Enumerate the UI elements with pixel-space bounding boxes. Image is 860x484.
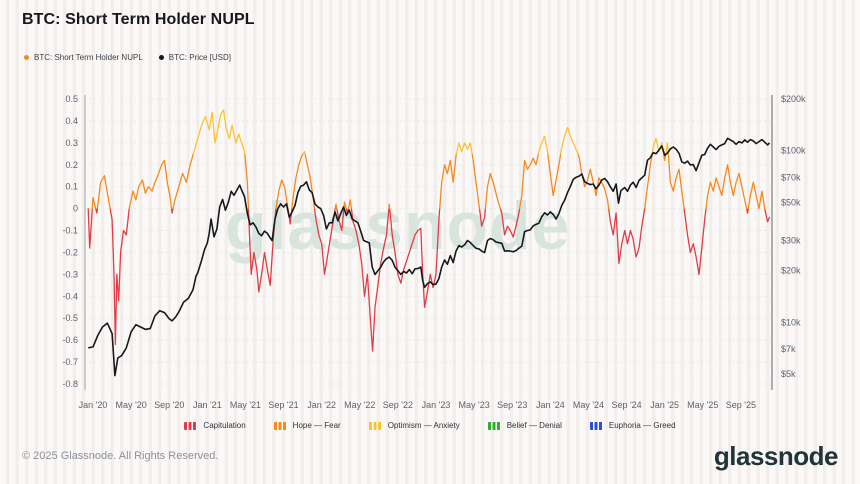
price-series [88, 137, 771, 377]
right-axis-tick-label: $5k [781, 369, 796, 379]
copyright-text: © 2025 Glassnode. All Rights Reserved. [22, 450, 219, 462]
x-axis-tick-label: May '22 [344, 400, 375, 410]
left-axis-tick-label: -0.6 [62, 335, 78, 345]
nupl-series-capitulation [87, 207, 771, 352]
right-axis-tick-label: $200k [781, 94, 806, 104]
x-axis-tick-label: May '25 [687, 400, 718, 410]
zone-swatch-icon [184, 421, 198, 430]
legend-dot-icon [158, 55, 164, 60]
zone-legend-item-0[interactable]: Capitulation [184, 421, 246, 430]
legend-label: BTC: Price [USD] [168, 53, 232, 62]
zone-swatch-icon [589, 421, 603, 430]
nupl-zone-legend: Capitulation Hope — Fear Optimism — Anxiet… [0, 421, 860, 430]
left-axis-tick-label: -0.4 [62, 291, 78, 301]
right-axis-tick-label: $70k [781, 172, 801, 182]
left-axis-tick-label: 0.5 [65, 94, 78, 104]
x-axis-tick-label: Sep '21 [268, 400, 298, 410]
left-axis-tick-label: -0.3 [62, 269, 78, 279]
x-axis-tick-label: Jan '24 [536, 400, 565, 410]
left-axis-tick-label: -0.5 [62, 313, 78, 323]
nupl-series-optimism-anxiety [192, 109, 669, 155]
left-axis-tick-label: 0 [73, 204, 78, 214]
x-axis-tick-label: Sep '25 [726, 400, 756, 410]
x-axis-tick-label: Sep '22 [383, 400, 413, 410]
series-legend: BTC: Short Term Holder NUPL BTC: Price [U… [24, 53, 231, 62]
left-axis-tick-label: 0.4 [65, 116, 78, 126]
legend-dot-icon [24, 55, 29, 60]
right-axis-tick-label: $50k [781, 197, 801, 207]
left-axis-tick-label: -0.8 [62, 379, 78, 389]
x-axis-tick-label: Jan '22 [307, 400, 336, 410]
zone-legend-item-2[interactable]: Optimism — Anxiety [368, 421, 460, 430]
left-axis-tick-label: 0.1 [65, 182, 78, 192]
left-axis-tick-label: -0.1 [62, 226, 78, 236]
zone-label: Capitulation [203, 421, 246, 430]
right-axis-tick-label: $20k [781, 266, 801, 276]
zone-label: Belief — Denial [506, 421, 562, 430]
zone-legend-item-1[interactable]: Hope — Fear [273, 421, 341, 430]
zone-swatch-icon [487, 421, 501, 430]
x-axis-tick-label: May '23 [459, 400, 490, 410]
x-axis-tick-label: Sep '23 [497, 400, 527, 410]
x-axis-tick-label: Jan '20 [79, 400, 108, 410]
left-axis-tick-label: -0.2 [62, 247, 78, 257]
zone-swatch-icon [273, 421, 287, 430]
legend-item-nupl[interactable]: BTC: Short Term Holder NUPL [24, 53, 143, 62]
zone-label: Hope — Fear [292, 421, 341, 430]
left-axis-tick-label: 0.3 [65, 138, 78, 148]
x-axis-tick-label: May '21 [230, 400, 261, 410]
zone-label: Euphoria — Greed [608, 421, 676, 430]
left-axis-tick-label: 0.2 [65, 160, 78, 170]
x-axis-tick-label: Jan '25 [650, 400, 679, 410]
right-axis-tick-label: $10k [781, 317, 801, 327]
right-axis-tick-label: $100k [781, 146, 806, 156]
nupl-series-hope-fear [87, 153, 766, 210]
glassnode-watermark: glassnode [225, 188, 571, 264]
zone-legend-item-4[interactable]: Euphoria — Greed [589, 421, 676, 430]
page-title: BTC: Short Term Holder NUPL [22, 11, 255, 28]
x-axis-tick-label: Sep '20 [154, 400, 184, 410]
x-axis-tick-label: May '24 [573, 400, 604, 410]
glassnode-logo: glassnode [713, 441, 839, 471]
legend-label: BTC: Short Term Holder NUPL [34, 53, 143, 62]
x-axis-tick-label: Jan '21 [193, 400, 222, 410]
x-axis-tick-label: Jan '23 [422, 400, 451, 410]
legend-item-price[interactable]: BTC: Price [USD] [158, 53, 232, 62]
zone-legend-item-3[interactable]: Belief — Denial [487, 421, 562, 430]
right-axis-tick-label: $7k [781, 344, 796, 354]
x-axis-tick-label: Sep '24 [611, 400, 641, 410]
x-axis-tick-label: May '20 [115, 400, 146, 410]
zone-swatch-icon [368, 421, 382, 430]
right-axis-tick-label: $30k [781, 235, 801, 245]
zone-label: Optimism — Anxiety [387, 421, 460, 430]
left-axis-tick-label: -0.7 [62, 357, 78, 367]
